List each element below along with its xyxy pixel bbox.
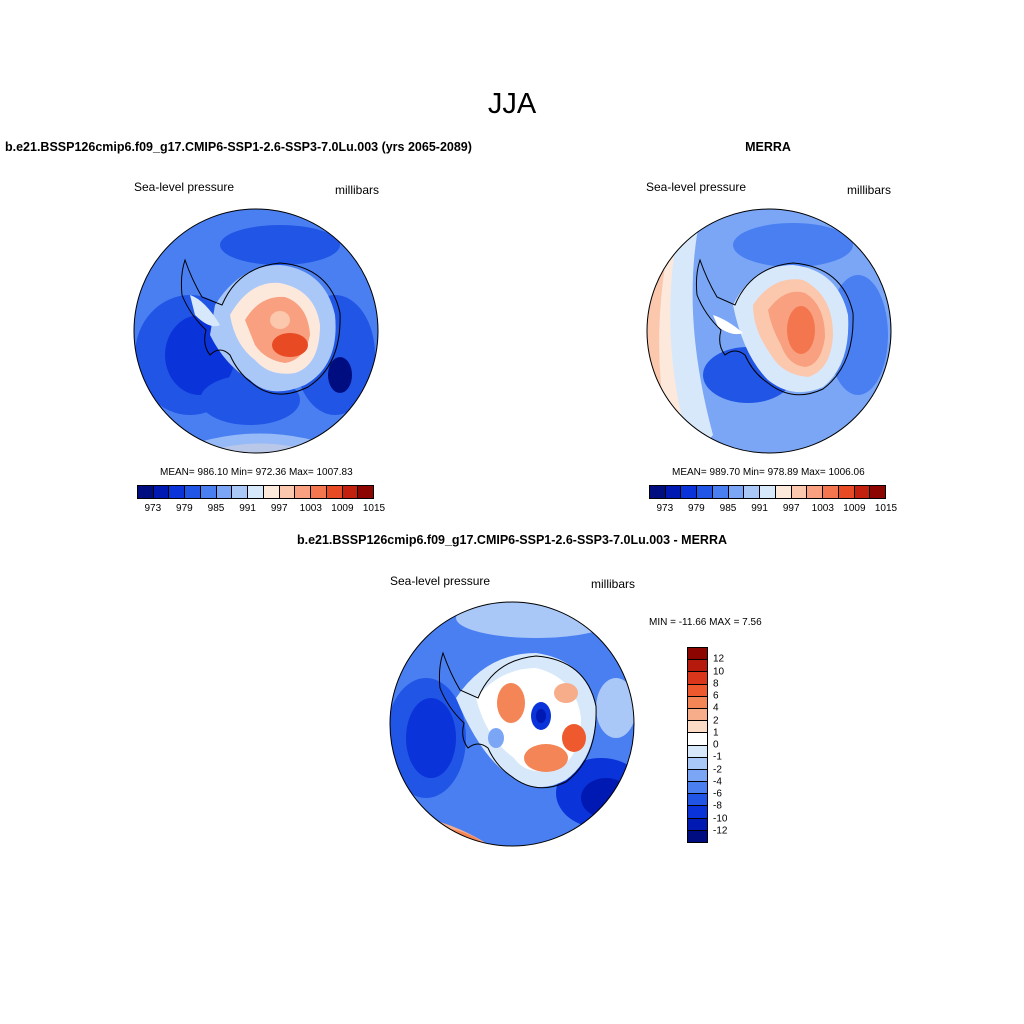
- panel-3-colorbar-ticks: 12 10 8 6 4 2 1 0 -1 -2 -4 -6 -8 -10 -12: [713, 647, 753, 843]
- panel-1-polar-map: [133, 208, 379, 454]
- panel-3-polar-map: [389, 601, 635, 847]
- colorbar-swatch: [263, 486, 280, 498]
- colorbar-swatch: [688, 684, 707, 697]
- colorbar-tick-label: 979: [688, 503, 705, 514]
- colorbar-swatch: [232, 486, 249, 498]
- colorbar-swatch: [688, 794, 707, 807]
- colorbar-swatch: [775, 486, 792, 498]
- colorbar-tick-label: -2: [713, 764, 722, 775]
- colorbar-swatch: [854, 486, 871, 498]
- panel-2-colorbar: [649, 485, 886, 499]
- colorbar-swatch: [688, 745, 707, 758]
- panel-2-variable-label: Sea-level pressure: [646, 180, 747, 194]
- panel-3-units-label: millibars: [591, 577, 636, 591]
- figure-title: JJA: [487, 88, 537, 120]
- panel-3-title: b.e21.BSSP126cmip6.f09_g17.CMIP6-SSP1-2.…: [296, 533, 728, 547]
- colorbar-swatch: [807, 486, 824, 498]
- colorbar-tick-label: 985: [719, 503, 737, 514]
- panel-3-variable-label: Sea-level pressure: [390, 574, 491, 588]
- colorbar-swatch: [728, 486, 745, 498]
- colorbar-tick-label: 10: [713, 666, 725, 677]
- colorbar-swatch: [200, 486, 217, 498]
- colorbar-tick-label: -6: [713, 788, 722, 800]
- panel-3-colorbar: [687, 647, 708, 843]
- colorbar-swatch: [358, 486, 374, 498]
- colorbar-tick-label: -8: [713, 800, 722, 812]
- colorbar-swatch: [650, 486, 666, 498]
- colorbar-swatch: [688, 721, 707, 734]
- colorbar-swatch: [185, 486, 201, 498]
- colorbar-swatch: [342, 486, 359, 498]
- panel-2-stats: MEAN= 989.70 Min= 978.89 Max= 1006.06: [672, 467, 865, 478]
- colorbar-tick-label: 2: [713, 715, 719, 726]
- colorbar-swatch: [688, 806, 707, 819]
- panel-1-units-label: millibars: [335, 183, 380, 197]
- colorbar-swatch: [153, 486, 170, 498]
- panel-2-units-label: millibars: [847, 183, 892, 197]
- colorbar-swatch: [688, 733, 707, 746]
- colorbar-tick-label: 973: [656, 503, 674, 514]
- colorbar-swatch: [688, 769, 707, 783]
- colorbar-swatch: [744, 486, 761, 498]
- panel-2-title: MERRA: [745, 140, 791, 154]
- panel-3-stats: MIN = -11.66 MAX = 7.56: [649, 617, 762, 628]
- colorbar-swatch: [791, 486, 808, 498]
- colorbar-tick-label: -1: [713, 751, 722, 763]
- colorbar-swatch: [697, 486, 713, 498]
- colorbar-swatch: [688, 672, 707, 685]
- colorbar-tick-label: 979: [176, 503, 193, 514]
- colorbar-swatch: [688, 757, 707, 770]
- colorbar-tick-label: 1009: [843, 503, 866, 514]
- colorbar-tick-label: 1015: [362, 503, 386, 514]
- colorbar-swatch: [688, 782, 707, 795]
- colorbar-tick-label: 1015: [874, 503, 898, 514]
- colorbar-swatch: [138, 486, 154, 498]
- colorbar-swatch: [712, 486, 729, 498]
- panel-1-title: b.e21.BSSP126cmip6.f09_g17.CMIP6-SSP1-2.…: [5, 140, 472, 154]
- colorbar-tick-label: -4: [713, 776, 722, 788]
- colorbar-tick-label: 1009: [331, 503, 354, 514]
- colorbar-swatch: [688, 660, 707, 673]
- colorbar-tick-label: 997: [782, 503, 800, 514]
- colorbar-tick-label: 4: [713, 702, 719, 714]
- colorbar-tick-label: 991: [751, 503, 768, 514]
- colorbar-swatch: [688, 830, 707, 842]
- colorbar-tick-label: 997: [270, 503, 288, 514]
- colorbar-tick-label: 1: [713, 727, 719, 739]
- colorbar-tick-label: 1003: [811, 503, 834, 514]
- colorbar-swatch: [665, 486, 682, 498]
- colorbar-swatch: [760, 486, 776, 498]
- colorbar-tick-label: 985: [207, 503, 225, 514]
- colorbar-tick-label: 991: [239, 503, 256, 514]
- colorbar-swatch: [248, 486, 264, 498]
- colorbar-swatch: [311, 486, 327, 498]
- colorbar-swatch: [326, 486, 343, 498]
- colorbar-swatch: [169, 486, 186, 498]
- colorbar-tick-label: 1003: [299, 503, 322, 514]
- colorbar-tick-label: 6: [713, 690, 719, 702]
- colorbar-tick-label: -10: [713, 813, 728, 824]
- colorbar-swatch: [870, 486, 886, 498]
- panel-1-stats: MEAN= 986.10 Min= 972.36 Max= 1007.83: [160, 467, 353, 478]
- colorbar-tick-label: 973: [144, 503, 162, 514]
- colorbar-tick-label: 0: [713, 739, 719, 751]
- colorbar-swatch: [823, 486, 839, 498]
- colorbar-swatch: [688, 648, 707, 661]
- colorbar-swatch: [279, 486, 296, 498]
- colorbar-swatch: [688, 708, 707, 722]
- panel-1-colorbar: [137, 485, 374, 499]
- colorbar-swatch: [681, 486, 698, 498]
- colorbar-swatch: [295, 486, 312, 498]
- colorbar-swatch: [688, 818, 707, 831]
- colorbar-tick-label: 12: [713, 653, 725, 665]
- colorbar-tick-label: 8: [713, 678, 719, 690]
- panel-1-variable-label: Sea-level pressure: [134, 180, 235, 194]
- colorbar-swatch: [216, 486, 233, 498]
- colorbar-swatch: [688, 696, 707, 709]
- colorbar-swatch: [838, 486, 855, 498]
- colorbar-tick-label: -12: [713, 825, 728, 837]
- panel-2-polar-map: [646, 208, 892, 454]
